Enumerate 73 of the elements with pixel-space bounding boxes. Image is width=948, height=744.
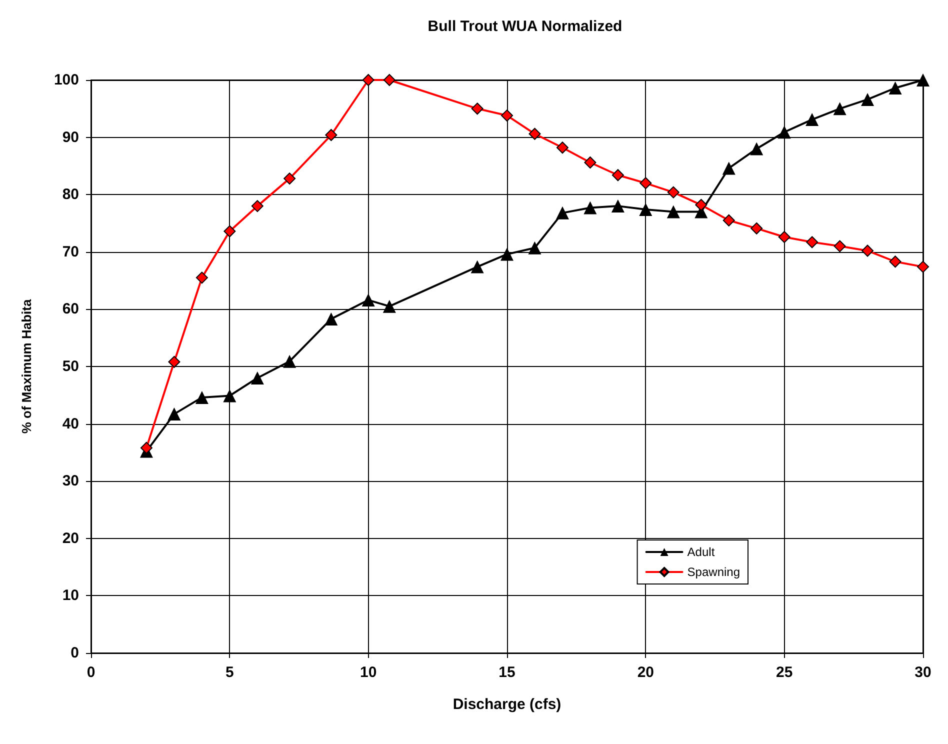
- x-tick-label: 5: [225, 664, 234, 681]
- point: [611, 200, 624, 213]
- point: [888, 82, 902, 95]
- point: [470, 260, 484, 274]
- x-tick-label: 30: [914, 664, 932, 681]
- point: [750, 222, 763, 234]
- point: [833, 102, 846, 116]
- point: [806, 113, 819, 126]
- point: [224, 225, 236, 238]
- y-tick-label: 70: [62, 243, 79, 260]
- point: [666, 205, 680, 218]
- point: [501, 110, 513, 122]
- point: [640, 177, 652, 190]
- point: [528, 241, 542, 254]
- y-tick-label: 10: [62, 587, 79, 604]
- y-tick-label: 40: [62, 415, 79, 432]
- y-tick-label: 30: [62, 472, 79, 490]
- point: [750, 142, 764, 156]
- point: [383, 74, 396, 86]
- y-tick-label: 0: [70, 644, 79, 662]
- y-tick-label: 60: [62, 300, 79, 318]
- point: [251, 200, 264, 212]
- point: [325, 129, 338, 142]
- point: [556, 142, 568, 154]
- point: [528, 128, 541, 140]
- point: [862, 244, 874, 257]
- y-tick-label: 80: [62, 186, 79, 204]
- point: [168, 356, 180, 368]
- point: [556, 206, 569, 220]
- point: [471, 102, 484, 115]
- point: [834, 240, 846, 252]
- point: [284, 172, 296, 185]
- point: [584, 156, 596, 169]
- x-tick-label: 25: [776, 664, 793, 681]
- point: [889, 256, 902, 268]
- point: [722, 162, 736, 175]
- y-axis-title: % of Maximum Habita: [19, 298, 34, 434]
- point: [250, 371, 264, 384]
- point: [195, 390, 208, 404]
- point: [500, 248, 514, 261]
- point: [362, 294, 375, 307]
- y-tick-label: 20: [62, 530, 79, 547]
- y-tick-label: 100: [54, 72, 79, 88]
- point: [612, 169, 624, 182]
- point: [223, 389, 236, 402]
- point: [584, 201, 597, 214]
- point: [140, 442, 152, 454]
- y-tick-label: 90: [62, 128, 79, 146]
- point: [722, 214, 735, 226]
- point: [667, 186, 680, 198]
- point: [778, 231, 790, 243]
- point: [806, 236, 818, 248]
- x-tick-label: 10: [360, 664, 377, 681]
- point: [639, 203, 652, 216]
- legend-label: Spawning: [687, 565, 740, 579]
- x-tick-label: 20: [637, 664, 654, 681]
- y-tick-label: 50: [62, 358, 79, 375]
- point: [695, 198, 708, 211]
- x-axis-title: Discharge (cfs): [452, 696, 562, 713]
- point: [382, 300, 396, 313]
- point: [168, 408, 181, 421]
- point: [778, 126, 791, 139]
- point: [861, 92, 874, 106]
- x-tick-label: 0: [86, 664, 96, 681]
- point: [283, 354, 296, 368]
- point: [324, 312, 338, 326]
- point: [917, 260, 929, 273]
- chart-title: Bull Trout WUA Normalized: [428, 18, 622, 35]
- legend-label: Adult: [687, 545, 716, 559]
- point: [916, 74, 930, 86]
- point: [196, 272, 208, 284]
- point: [362, 74, 374, 86]
- x-tick-label: 15: [498, 664, 516, 681]
